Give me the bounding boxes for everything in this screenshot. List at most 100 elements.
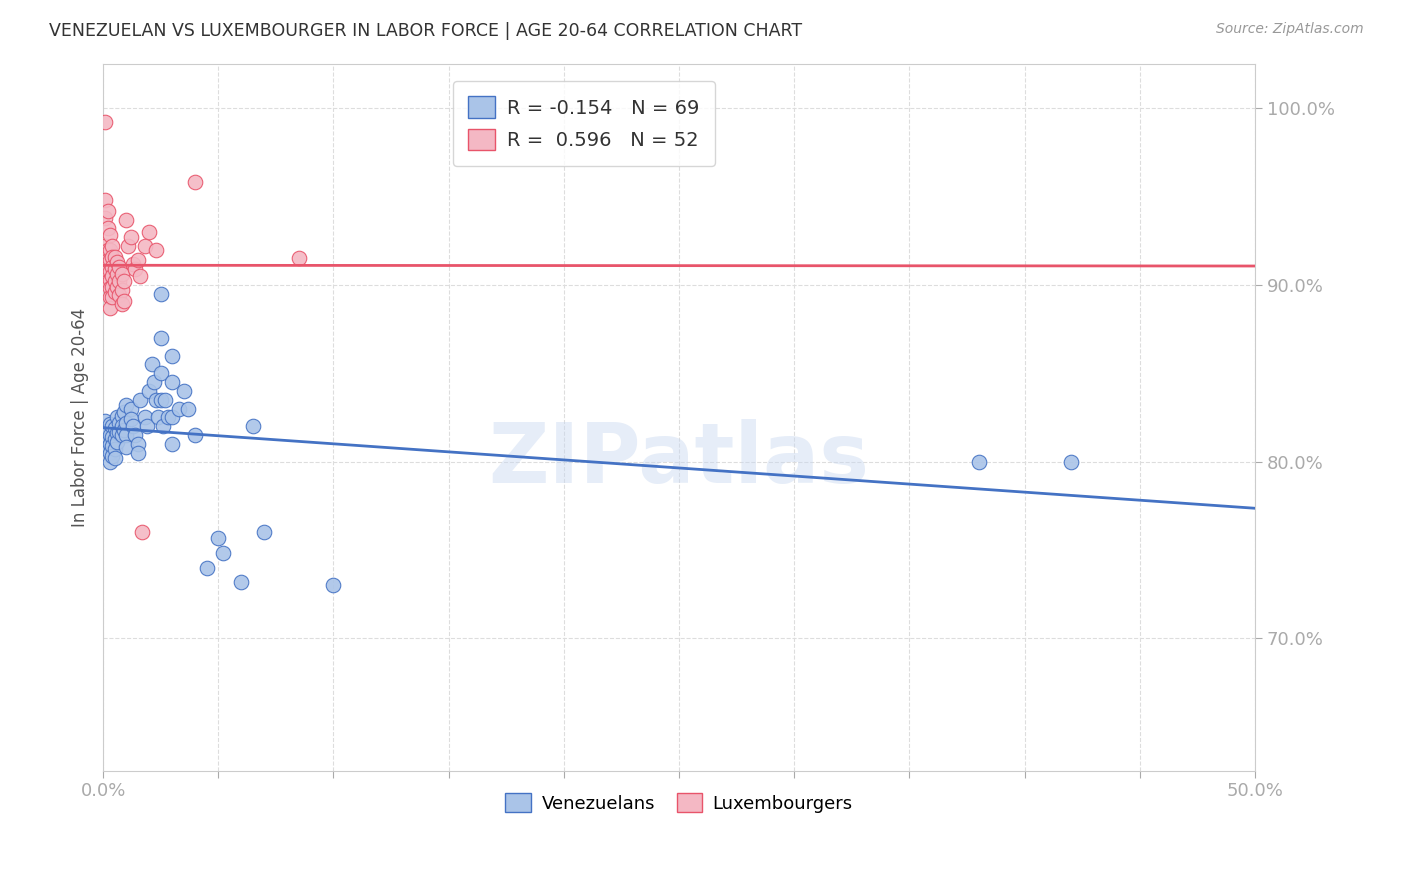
Point — [108, 288, 131, 302]
Point — [120, 412, 142, 426]
Point — [97, 274, 120, 288]
Point — [115, 416, 138, 430]
Point — [231, 574, 253, 589]
Point — [152, 419, 174, 434]
Point — [135, 419, 157, 434]
Point — [122, 257, 145, 271]
Point — [120, 230, 142, 244]
Point — [94, 414, 117, 428]
Point — [104, 421, 127, 435]
Point — [134, 410, 156, 425]
Point — [112, 274, 135, 288]
Point — [108, 425, 131, 439]
Point — [98, 290, 121, 304]
Point — [145, 243, 167, 257]
Point — [97, 253, 120, 268]
Point — [115, 428, 138, 442]
Point — [112, 293, 135, 308]
Point — [104, 285, 127, 299]
Point — [177, 401, 200, 416]
Point — [97, 434, 120, 448]
Point — [138, 225, 160, 239]
Point — [97, 203, 120, 218]
Point — [98, 454, 121, 468]
Point — [97, 264, 120, 278]
Point — [122, 419, 145, 434]
Point — [127, 446, 149, 460]
Point — [115, 398, 138, 412]
Point — [98, 301, 121, 315]
Point — [162, 437, 184, 451]
Point — [101, 260, 124, 275]
Point — [94, 239, 117, 253]
Point — [212, 546, 235, 560]
Point — [101, 279, 124, 293]
Point — [184, 176, 207, 190]
Point — [155, 392, 177, 407]
Point — [105, 410, 128, 425]
Point — [115, 441, 138, 455]
Point — [110, 283, 132, 297]
Text: VENEZUELAN VS LUXEMBOURGER IN LABOR FORCE | AGE 20-64 CORRELATION CHART: VENEZUELAN VS LUXEMBOURGER IN LABOR FORC… — [49, 22, 803, 40]
Point — [115, 212, 138, 227]
Point — [288, 252, 311, 266]
Point — [101, 430, 124, 444]
Point — [101, 250, 124, 264]
Point — [127, 437, 149, 451]
Point — [104, 274, 127, 288]
Point — [94, 115, 117, 129]
Legend: Venezuelans, Luxembourgers: Venezuelans, Luxembourgers — [492, 780, 866, 825]
Point — [104, 432, 127, 446]
Point — [131, 525, 153, 540]
Point — [149, 392, 172, 407]
Point — [110, 297, 132, 311]
Point — [98, 228, 121, 243]
Point — [101, 239, 124, 253]
Point — [98, 417, 121, 432]
Point — [94, 193, 117, 207]
Point — [120, 401, 142, 416]
Point — [98, 243, 121, 257]
Point — [184, 428, 207, 442]
Point — [94, 211, 117, 225]
Point — [101, 290, 124, 304]
Point — [97, 243, 120, 257]
Point — [98, 272, 121, 286]
Point — [98, 253, 121, 268]
Point — [173, 384, 195, 398]
Point — [138, 384, 160, 398]
Point — [98, 281, 121, 295]
Point — [145, 392, 167, 407]
Point — [253, 525, 276, 540]
Point — [149, 331, 172, 345]
Point — [207, 531, 229, 545]
Point — [97, 221, 120, 235]
Point — [112, 405, 135, 419]
Text: ZIPatlas: ZIPatlas — [488, 419, 869, 500]
Y-axis label: In Labor Force | Age 20-64: In Labor Force | Age 20-64 — [72, 308, 89, 527]
Point — [162, 375, 184, 389]
Point — [98, 428, 121, 442]
Point — [127, 253, 149, 268]
Point — [97, 423, 120, 437]
Point — [162, 410, 184, 425]
Point — [101, 268, 124, 283]
Point — [142, 375, 165, 389]
Point — [110, 409, 132, 423]
Point — [105, 435, 128, 450]
Point — [98, 264, 121, 278]
Point — [101, 449, 124, 463]
Point — [141, 357, 163, 371]
Point — [129, 392, 152, 407]
Point — [110, 419, 132, 434]
Point — [97, 441, 120, 455]
Point — [110, 267, 132, 281]
Point — [104, 450, 127, 465]
Point — [105, 267, 128, 281]
Point — [195, 560, 218, 574]
Point — [124, 262, 146, 277]
Point — [105, 426, 128, 441]
Point — [242, 419, 264, 434]
Point — [98, 437, 121, 451]
Point — [104, 262, 127, 277]
